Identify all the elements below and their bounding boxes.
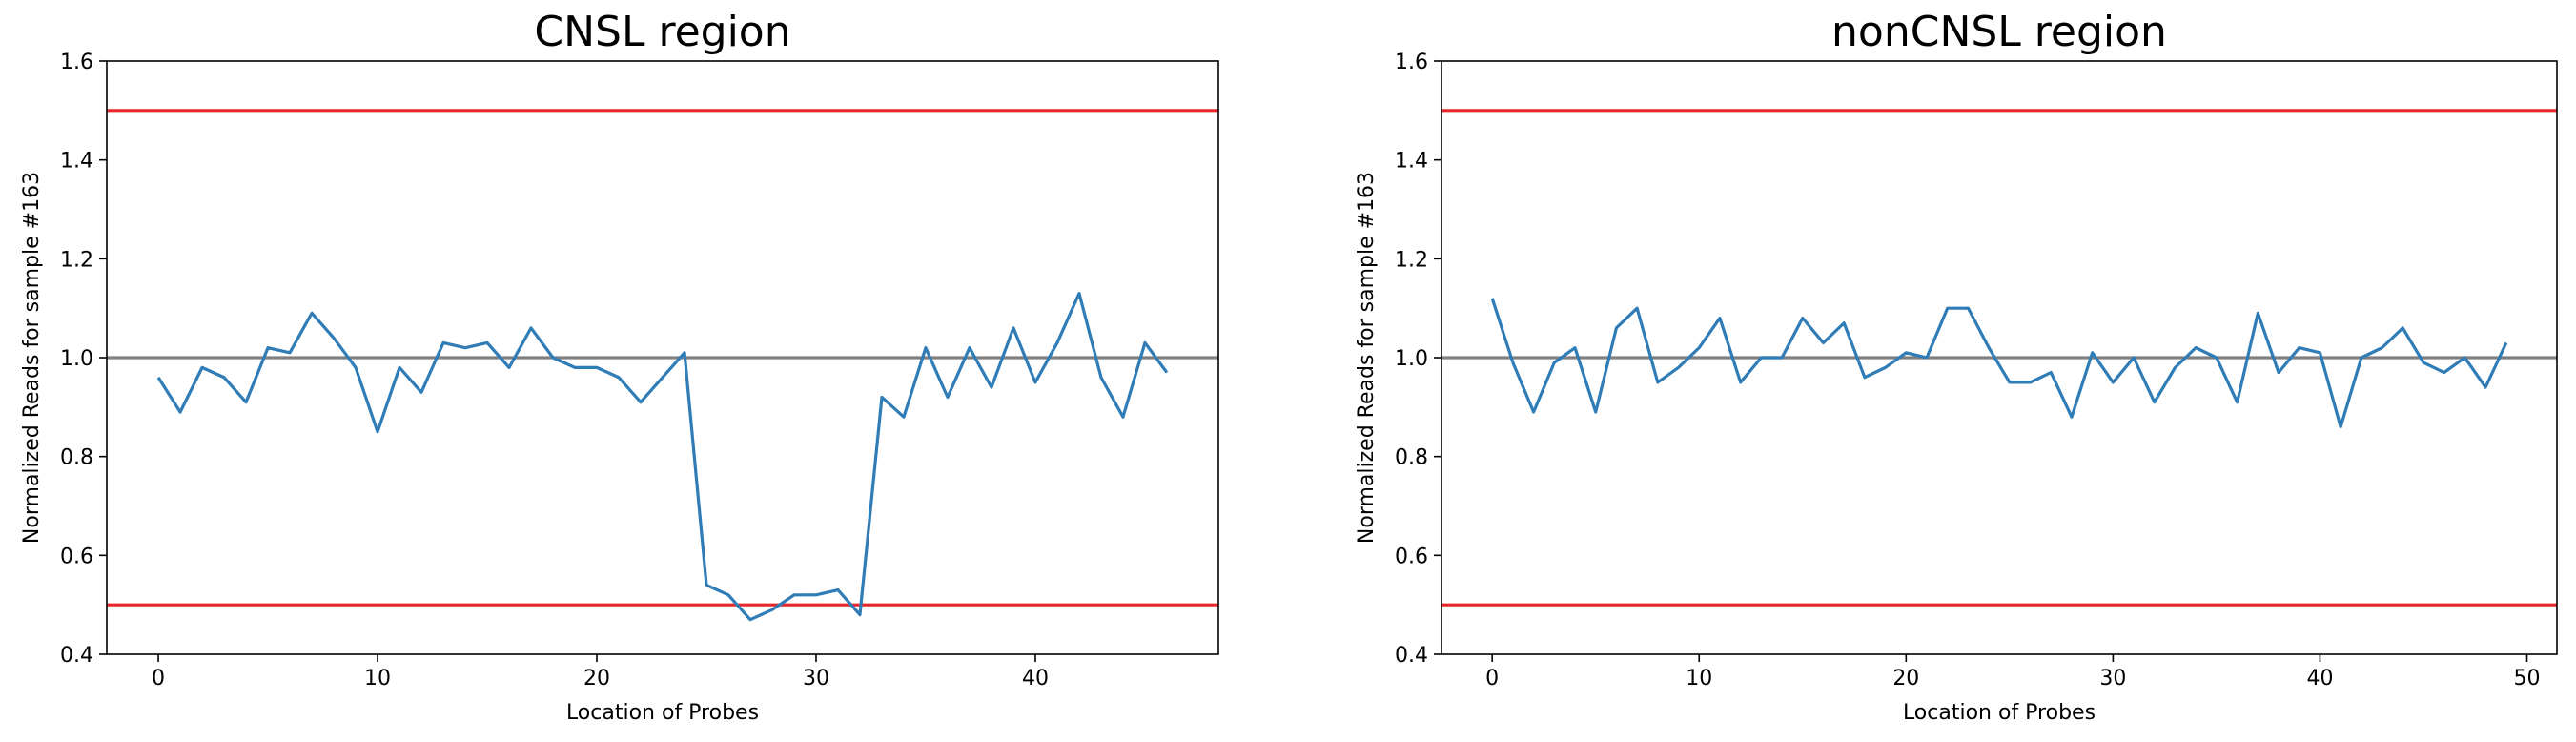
data-series-line: [1490, 298, 2508, 429]
y-axis-label: Normalized Reads for sample #163: [1355, 172, 1379, 544]
x-tick-label: 0: [152, 667, 165, 690]
y-tick-label: 0.8: [60, 446, 93, 470]
x-tick-label: 40: [2306, 667, 2333, 690]
y-tick-label: 0.8: [1395, 446, 1428, 470]
y-tick-label: 1.2: [1395, 248, 1428, 272]
x-axis-label: Location of Probes: [566, 701, 759, 725]
chart-title: CNSL region: [534, 8, 790, 56]
x-tick-label: 20: [1892, 667, 1919, 690]
y-tick-label: 0.4: [60, 644, 93, 668]
chart-panel-1: 0 10 20 30 40 0.4 0.6 0.8 1.0 1.2 1.4 1.6 CNSL regio…: [20, 8, 1219, 725]
y-tick-label: 1.0: [60, 347, 93, 371]
y-tick-label: 1.2: [60, 248, 93, 272]
x-tick-label: 20: [583, 667, 610, 690]
x-axis-label: Location of Probes: [1903, 701, 2096, 725]
y-tick-label: 1.0: [1395, 347, 1428, 371]
data-series-line: [156, 292, 1169, 622]
y-tick-label: 0.6: [60, 545, 93, 568]
y-tick-label: 1.6: [60, 51, 93, 74]
y-tick-label: 0.6: [1395, 545, 1428, 568]
x-tick-label: 10: [364, 667, 391, 690]
y-tick-label: 0.4: [1395, 644, 1428, 668]
chart-title: nonCNSL region: [1831, 8, 2167, 56]
x-tick-label: 40: [1022, 667, 1049, 690]
x-tick-label: 10: [1686, 667, 1712, 690]
x-tick-label: 0: [1485, 667, 1499, 690]
y-tick-label: 1.4: [60, 150, 93, 174]
y-tick-label: 1.6: [1395, 51, 1428, 74]
y-axis-label: Normalized Reads for sample #163: [20, 172, 44, 544]
y-tick-label: 1.4: [1395, 150, 1428, 174]
chart-panel-2: 0 10 20 30 40 50 0.4 0.6 0.8 1.0 1.2 1.4 1.6 nonCNSL …: [1355, 8, 2558, 725]
x-tick-label: 30: [803, 667, 829, 690]
x-tick-label: 50: [2514, 667, 2541, 690]
x-tick-label: 30: [2099, 667, 2126, 690]
